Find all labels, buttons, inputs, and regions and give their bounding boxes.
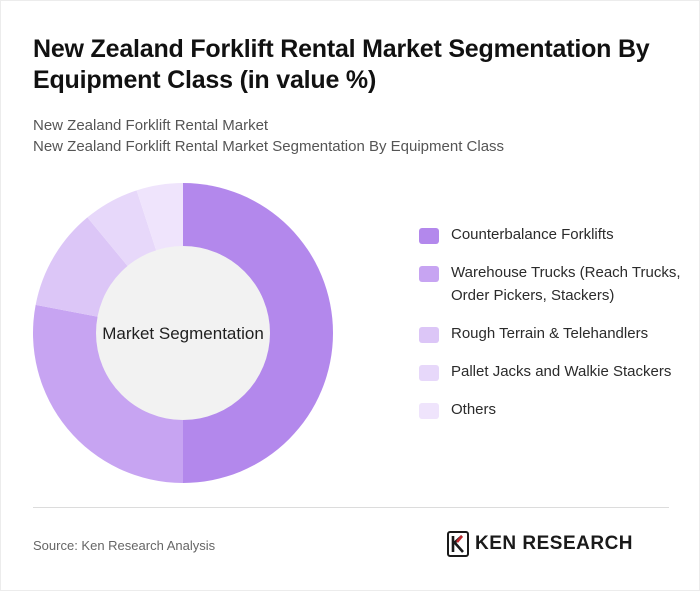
ken-research-logo-icon	[447, 531, 469, 557]
legend-swatch	[419, 365, 439, 381]
chart-subtitle: New Zealand Forklift Rental Market New Z…	[33, 115, 673, 157]
legend-item-3: Pallet Jacks and Walkie Stackers	[419, 360, 689, 383]
legend-item-2: Rough Terrain & Telehandlers	[419, 322, 689, 345]
legend-label: Warehouse Trucks (Reach Trucks, Order Pi…	[451, 264, 681, 304]
chart-title: New Zealand Forklift Rental Market Segme…	[33, 35, 650, 94]
legend-item-4: Others	[419, 398, 689, 421]
legend-label: Rough Terrain & Telehandlers	[451, 325, 649, 342]
legend-swatch	[419, 403, 439, 419]
brand-logo: KEN RESEARCH	[447, 531, 633, 557]
chart-legend: Counterbalance Forklifts Warehouse Trucks…	[419, 223, 689, 436]
source-note: Source: Ken Research Analysis	[33, 538, 216, 553]
legend-label: Pallet Jacks and Walkie Stackers	[451, 363, 672, 380]
subtitle-line-1: New Zealand Forklift Rental Market	[33, 117, 269, 134]
legend-label: Counterbalance Forklifts	[451, 226, 614, 243]
subtitle-line-2: New Zealand Forklift Rental Market Segme…	[33, 138, 505, 155]
donut-center-label: Market Segmentation	[102, 324, 264, 343]
legend-item-0: Counterbalance Forklifts	[419, 223, 689, 246]
legend-label: Others	[451, 401, 497, 418]
brand-name: KEN RESEARCH	[475, 533, 634, 554]
legend-swatch	[419, 228, 439, 244]
donut-chart: Market Segmentation	[33, 183, 333, 483]
legend-swatch	[419, 327, 439, 343]
donut-hole	[96, 246, 270, 420]
legend-swatch	[419, 266, 439, 282]
legend-item-1: Warehouse Trucks (Reach Trucks, Order Pi…	[419, 261, 689, 307]
footer-divider	[33, 507, 669, 508]
